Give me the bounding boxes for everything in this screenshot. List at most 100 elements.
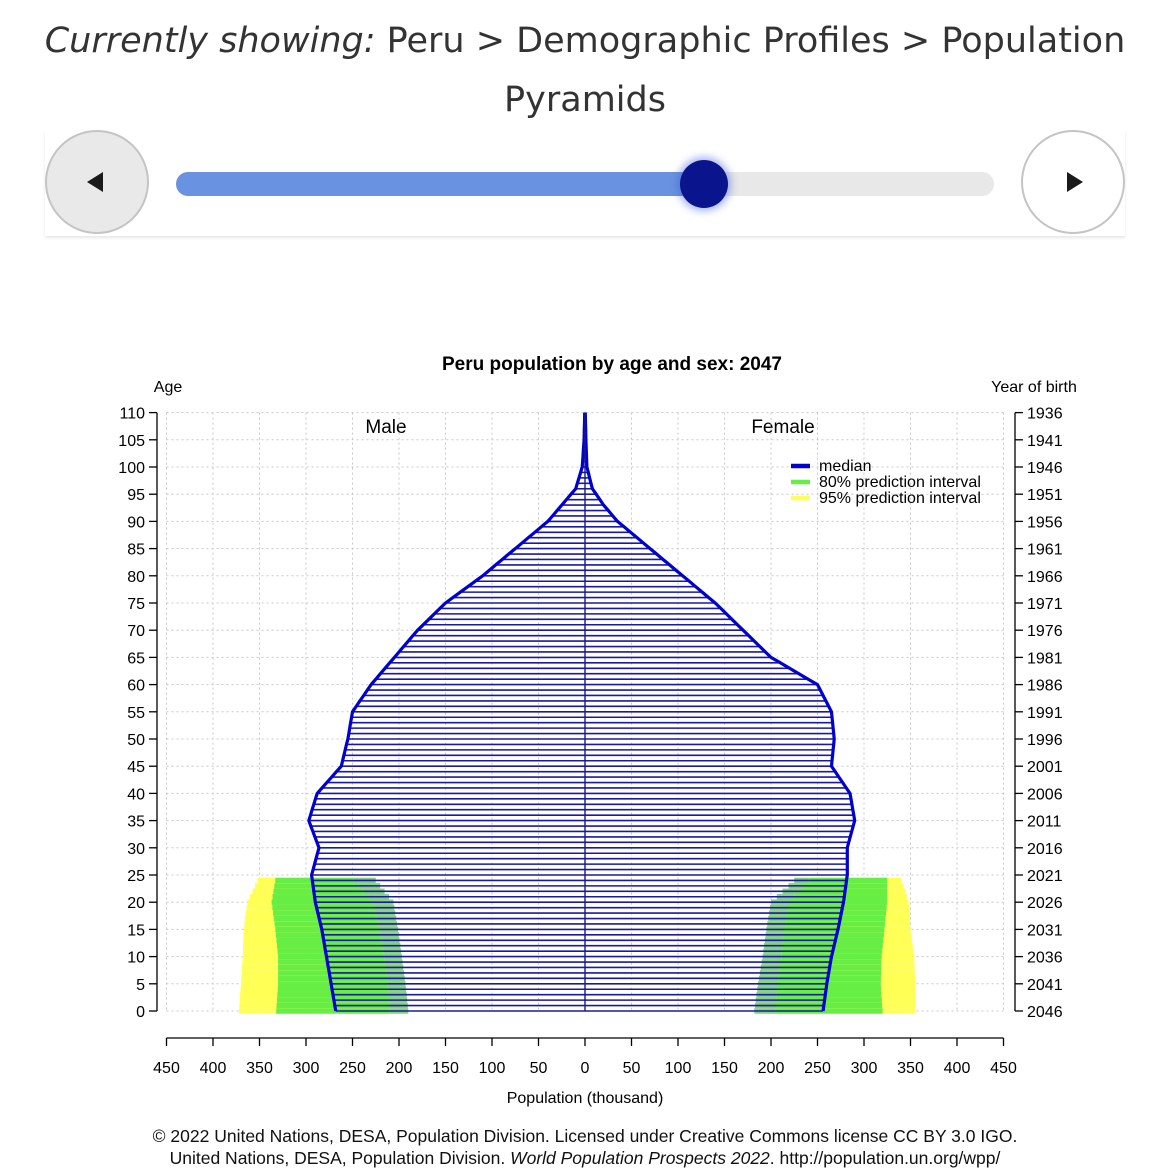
year-of-birth-tick-label: 2016 xyxy=(1027,841,1063,858)
year-of-birth-tick-label: 1981 xyxy=(1027,650,1063,667)
citation-url: . http://population.un.org/wpp/ xyxy=(769,1148,1001,1168)
age-tick-label: 70 xyxy=(127,623,145,640)
age-tick-label: 85 xyxy=(127,542,145,559)
female-pi80-band xyxy=(776,991,882,998)
x-tick-label: 200 xyxy=(386,1060,413,1077)
play-right-icon xyxy=(1067,172,1083,192)
x-tick-label: 200 xyxy=(758,1060,785,1077)
next-year-button[interactable] xyxy=(1021,130,1125,234)
x-tick-label: 450 xyxy=(153,1060,180,1077)
year-of-birth-tick-label: 2036 xyxy=(1027,950,1063,967)
x-tick-label: 250 xyxy=(804,1060,831,1077)
x-tick-label: 400 xyxy=(944,1060,971,1077)
year-slider-thumb[interactable] xyxy=(679,160,728,208)
age-tick-label: 15 xyxy=(127,922,145,939)
year-of-birth-tick-label: 1946 xyxy=(1027,460,1063,477)
chart-title: Peru population by age and sex: 2047 xyxy=(442,354,782,375)
legend-label: 95% prediction interval xyxy=(819,490,981,507)
x-tick-label: 400 xyxy=(200,1060,227,1077)
citation-prefix: United Nations, DESA, Population Divisio… xyxy=(169,1148,511,1168)
y-axis-label-age: Age xyxy=(154,379,183,396)
female-pi80-band xyxy=(776,1002,883,1009)
age-tick-label: 65 xyxy=(127,650,145,667)
age-tick-label: 30 xyxy=(127,841,145,858)
previous-year-button[interactable] xyxy=(45,130,149,234)
year-of-birth-tick-label: 1966 xyxy=(1027,569,1063,586)
age-tick-label: 20 xyxy=(127,895,145,912)
x-tick-label: 150 xyxy=(711,1060,738,1077)
year-of-birth-tick-label: 2011 xyxy=(1027,814,1062,831)
x-tick-label: 100 xyxy=(479,1060,506,1077)
x-tick-label: 50 xyxy=(530,1060,548,1077)
female-pi80-band xyxy=(775,1008,883,1014)
breadcrumb-prefix: Currently showing: xyxy=(44,21,376,61)
age-tick-label: 75 xyxy=(127,596,145,613)
year-of-birth-tick-label: 1961 xyxy=(1027,542,1063,559)
male-pi80-band xyxy=(276,1008,390,1014)
age-tick-label: 80 xyxy=(127,569,145,586)
year-of-birth-tick-label: 1936 xyxy=(1027,406,1063,423)
year-of-birth-tick-label: 2021 xyxy=(1027,868,1063,885)
year-of-birth-tick-label: 1986 xyxy=(1027,678,1063,695)
male-side-label: Male xyxy=(365,417,406,438)
year-of-birth-tick-label: 1941 xyxy=(1027,433,1063,450)
age-tick-label: 110 xyxy=(119,406,145,423)
year-of-birth-tick-label: 1971 xyxy=(1027,596,1063,613)
year-slider-panel xyxy=(45,130,1125,236)
breadcrumb-path: Peru > Demographic Profiles > Population… xyxy=(375,21,1126,120)
female-pi80-band xyxy=(776,997,882,1003)
legend-label: 80% prediction interval xyxy=(819,474,981,491)
x-tick-label: 300 xyxy=(851,1060,878,1077)
age-tick-label: 95 xyxy=(127,487,145,504)
female-side-label: Female xyxy=(751,417,814,438)
age-tick-label: 40 xyxy=(127,786,145,803)
x-tick-label: 50 xyxy=(623,1060,641,1077)
x-tick-label: 450 xyxy=(990,1060,1017,1077)
citation-title: World Population Prospects 2022 xyxy=(510,1148,770,1168)
population-pyramid-chart: Peru population by age and sex: 2047 Age… xyxy=(118,354,1077,1107)
year-of-birth-tick-label: 2041 xyxy=(1027,977,1063,994)
copyright-notice: © 2022 United Nations, DESA, Population … xyxy=(152,1126,1018,1146)
year-of-birth-tick-label: 1976 xyxy=(1027,623,1063,640)
age-tick-label: 35 xyxy=(127,814,145,831)
x-tick-label: 0 xyxy=(581,1060,590,1077)
y-axis-label-year-of-birth: Year of birth xyxy=(991,379,1077,396)
x-tick-label: 100 xyxy=(665,1060,692,1077)
x-axis-label: Population (thousand) xyxy=(507,1090,664,1107)
age-tick-label: 90 xyxy=(127,514,145,531)
year-of-birth-tick-label: 2046 xyxy=(1027,1004,1063,1021)
age-tick-label: 0 xyxy=(136,1004,145,1021)
x-tick-label: 250 xyxy=(339,1060,366,1077)
x-tick-label: 300 xyxy=(293,1060,320,1077)
year-of-birth-tick-label: 2031 xyxy=(1027,922,1063,939)
year-slider-fill xyxy=(176,172,704,196)
age-tick-label: 45 xyxy=(127,759,145,776)
age-tick-label: 60 xyxy=(127,678,145,695)
male-median-line xyxy=(307,412,587,1012)
x-tick-label: 350 xyxy=(246,1060,273,1077)
male-pi80-band xyxy=(276,1002,390,1009)
age-tick-label: 5 xyxy=(136,977,145,994)
year-of-birth-tick-label: 2026 xyxy=(1027,895,1063,912)
age-tick-label: 50 xyxy=(127,732,145,749)
age-tick-label: 105 xyxy=(118,433,145,450)
female-pi80-band xyxy=(778,975,881,982)
legend-label: median xyxy=(819,458,871,475)
breadcrumb: Currently showing: Peru > Demographic Pr… xyxy=(0,12,1170,130)
female-pi80-band xyxy=(777,986,882,992)
age-tick-label: 100 xyxy=(118,460,145,477)
year-of-birth-tick-label: 2006 xyxy=(1027,786,1063,803)
age-tick-label: 55 xyxy=(127,705,145,722)
play-left-icon xyxy=(87,172,103,192)
year-of-birth-tick-label: 1991 xyxy=(1027,705,1063,722)
x-tick-label: 350 xyxy=(897,1060,924,1077)
year-of-birth-tick-label: 1951 xyxy=(1027,487,1063,504)
year-of-birth-tick-label: 1996 xyxy=(1027,732,1063,749)
year-slider-track[interactable] xyxy=(176,160,994,208)
citation-line: United Nations, DESA, Population Divisio… xyxy=(0,1148,1170,1169)
age-tick-label: 10 xyxy=(127,950,145,967)
age-tick-label: 25 xyxy=(127,868,145,885)
year-of-birth-tick-label: 1956 xyxy=(1027,514,1063,531)
female-median-line xyxy=(583,412,857,1012)
year-of-birth-tick-label: 2001 xyxy=(1027,759,1063,776)
